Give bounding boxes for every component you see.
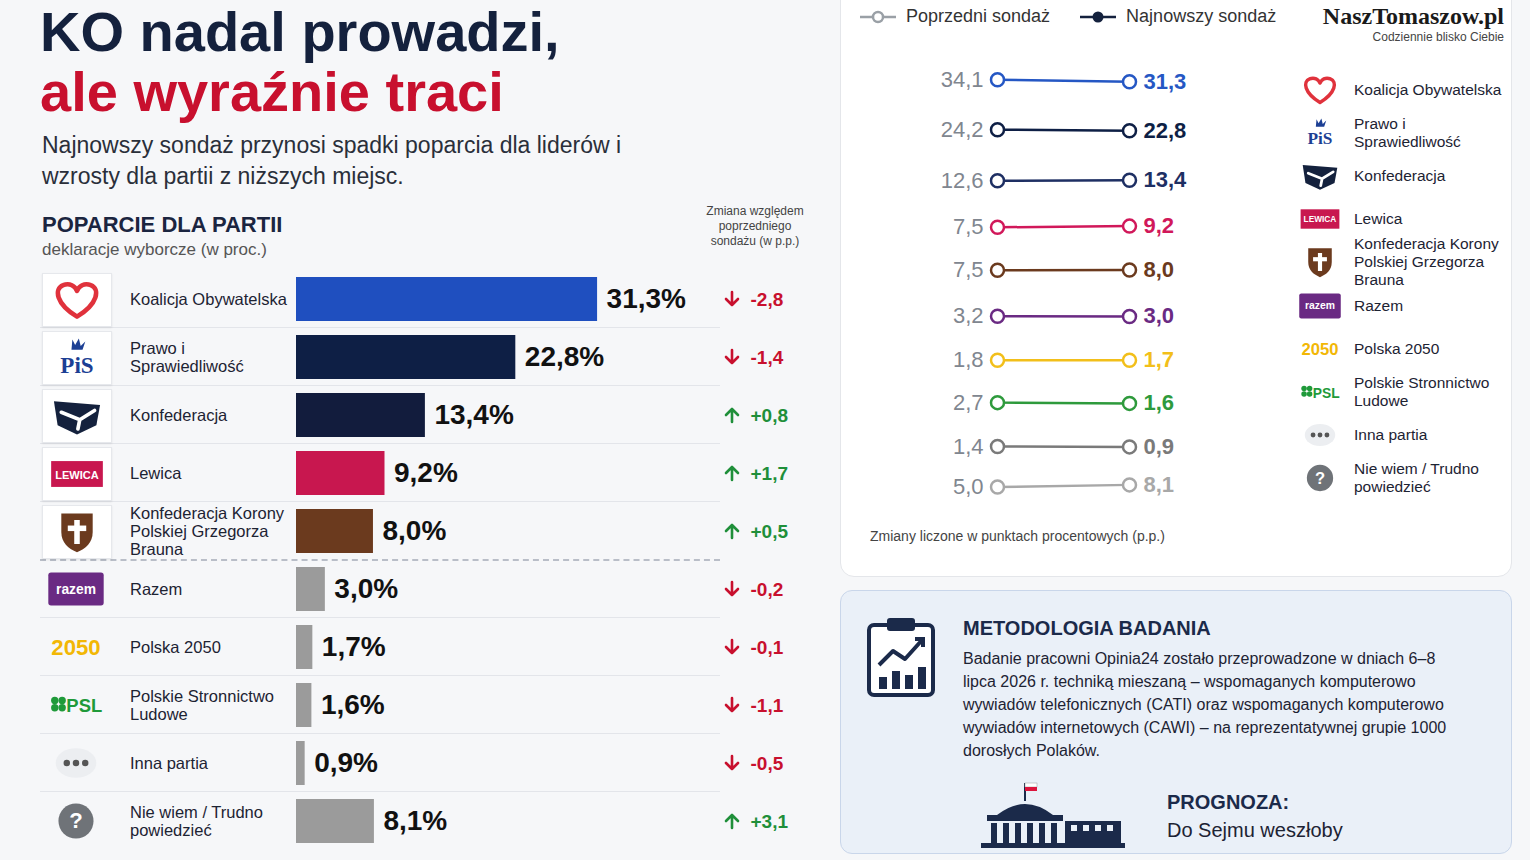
html-text:Konfederacja Korony Polskiej G: Konfederacja Korony Polskiej Grzegorza B…: [130, 504, 285, 558]
html-text:Lewica: Lewica: [130, 464, 182, 482]
svg-text:PSL: PSL: [66, 695, 102, 716]
svg-text:1,4: 1,4: [953, 434, 984, 459]
svg-text:13,4%: 13,4%: [434, 399, 513, 430]
html-text:Lewica: Lewica: [1354, 210, 1403, 228]
html-text:METODOLOGIA BADANIA: METODOLOGIA BADANIA: [963, 617, 1211, 639]
html-text:Nie wiem / Trudno powiedzieć: Nie wiem / Trudno powiedzieć: [1354, 460, 1479, 496]
svg-text:24,2: 24,2: [941, 117, 984, 142]
svg-text:8,0%: 8,0%: [382, 515, 446, 546]
html-text:KO nadal prowadzi,: KO nadal prowadzi,: [40, 0, 560, 63]
svg-text:+3,1: +3,1: [751, 811, 789, 832]
svg-text:?: ?: [1315, 469, 1325, 488]
html-text:Zmiana względem poprzedniego s: Zmiana względem poprzedniego sondażu (w …: [706, 204, 804, 248]
html-text:Codziennie blisko Ciebie: Codziennie blisko Ciebie: [1372, 30, 1504, 44]
html-text:ale wyraźnie traci: ale wyraźnie traci: [40, 60, 504, 123]
html-text:NaszTomaszow.pl: NaszTomaszow.pl: [1322, 3, 1504, 29]
svg-text:31,3: 31,3: [1144, 69, 1187, 94]
svg-text:0,9%: 0,9%: [314, 747, 378, 778]
html-text:Do Sejmu weszłoby: Do Sejmu weszłoby: [1167, 819, 1343, 841]
svg-text:8,1: 8,1: [1144, 472, 1175, 497]
svg-text:razem: razem: [56, 581, 96, 597]
html-text:Poprzedni sondaż: Poprzedni sondaż: [906, 6, 1051, 26]
html-text:Nie wiem / Trudno powiedzieć: Nie wiem / Trudno powiedzieć: [130, 803, 263, 839]
svg-text:1,7%: 1,7%: [322, 631, 386, 662]
svg-text:1,6: 1,6: [1144, 390, 1175, 415]
svg-text:-2,8: -2,8: [751, 289, 784, 310]
svg-text:31,3%: 31,3%: [607, 283, 686, 314]
svg-text:1,7: 1,7: [1144, 347, 1175, 372]
svg-text:LEWICA: LEWICA: [55, 469, 99, 481]
svg-text:?: ?: [69, 808, 83, 833]
svg-text:8,0: 8,0: [1144, 257, 1175, 282]
svg-text:3,2: 3,2: [953, 303, 984, 328]
svg-text:-1,1: -1,1: [751, 695, 784, 716]
html-text:Najnowszy sondaż: Najnowszy sondaż: [1126, 6, 1277, 26]
html-text:Konfederacja: Konfederacja: [1354, 167, 1446, 184]
html-text:Polskie Stronnictwo Ludowe: Polskie Stronnictwo Ludowe: [130, 687, 274, 723]
html-text:Polska 2050: Polska 2050: [130, 638, 221, 656]
html-text:Polska 2050: Polska 2050: [1354, 339, 1440, 357]
html-text:Badanie pracowni Opinia24 zost: Badanie pracowni Opinia24 zostało przepr…: [963, 650, 1447, 759]
svg-text:-0,5: -0,5: [751, 753, 784, 774]
svg-text:-0,1: -0,1: [751, 637, 784, 658]
html-text:Razem: Razem: [130, 580, 183, 598]
html-text:Konfederacja: Konfederacja: [130, 406, 228, 424]
svg-text:9,2%: 9,2%: [394, 457, 458, 488]
svg-text:3,0: 3,0: [1144, 303, 1175, 328]
svg-text:1,6%: 1,6%: [321, 689, 385, 720]
svg-text:7,5: 7,5: [953, 257, 984, 282]
svg-text:razem: razem: [1305, 300, 1335, 311]
svg-text:2,7: 2,7: [953, 390, 984, 415]
svg-text:13,4: 13,4: [1144, 167, 1188, 192]
svg-text:PiS: PiS: [1308, 129, 1333, 148]
svg-text:LEWICA: LEWICA: [1304, 215, 1337, 225]
html-text:Razem: Razem: [1354, 296, 1404, 314]
html-text:Prawo i Sprawiedliwość: Prawo i Sprawiedliwość: [1354, 114, 1461, 150]
svg-text:22,8%: 22,8%: [525, 341, 604, 372]
svg-text:12,6: 12,6: [941, 168, 984, 193]
html-text:deklaracje wyborcze (w proc.): deklaracje wyborcze (w proc.): [42, 240, 267, 259]
html-text:POPARCIE DLA PARTII: POPARCIE DLA PARTII: [42, 212, 283, 237]
html-text:Konfederacja Korony Polskiej G: Konfederacja Korony Polskiej Grzegorza B…: [1354, 235, 1499, 289]
html-text:Prawo i Sprawiedliwość: Prawo i Sprawiedliwość: [130, 339, 244, 375]
svg-text:+1,7: +1,7: [751, 463, 789, 484]
svg-text:0,9: 0,9: [1144, 434, 1175, 459]
svg-text:2050: 2050: [51, 635, 100, 660]
svg-text:7,5: 7,5: [953, 214, 984, 239]
svg-text:PiS: PiS: [60, 352, 93, 378]
svg-text:3,0%: 3,0%: [334, 573, 398, 604]
html-text:Polskie Stronnictwo Ludowe: Polskie Stronnictwo Ludowe: [1354, 374, 1490, 409]
svg-text:+0,5: +0,5: [751, 521, 789, 542]
svg-text:5,0: 5,0: [953, 474, 984, 499]
html-text:Koalicja Obywatelska: Koalicja Obywatelska: [1354, 80, 1502, 98]
svg-text:22,8: 22,8: [1144, 118, 1187, 143]
svg-text:-1,4: -1,4: [751, 347, 784, 368]
html-text:Inna partia: Inna partia: [130, 754, 208, 772]
html-text:Inna partia: Inna partia: [1354, 426, 1428, 444]
svg-text:8,1%: 8,1%: [383, 805, 447, 836]
html-text:Zmiany liczone w punktach proc: Zmiany liczone w punktach procentowych (…: [870, 528, 1165, 544]
html-text:Koalicja Obywatelska: Koalicja Obywatelska: [130, 290, 287, 308]
svg-text:2050: 2050: [1302, 340, 1339, 359]
svg-text:PSL: PSL: [1313, 385, 1340, 401]
html-text:Najnowszy sondaż przynosi spad: Najnowszy sondaż przynosi spadki poparci…: [42, 132, 622, 189]
svg-text:1,8: 1,8: [953, 347, 984, 372]
svg-text:-0,2: -0,2: [751, 579, 784, 600]
svg-text:+0,8: +0,8: [751, 405, 789, 426]
svg-text:34,1: 34,1: [941, 67, 984, 92]
html-text:PROGNOZA:: PROGNOZA:: [1167, 791, 1290, 813]
svg-text:9,2: 9,2: [1144, 213, 1175, 238]
